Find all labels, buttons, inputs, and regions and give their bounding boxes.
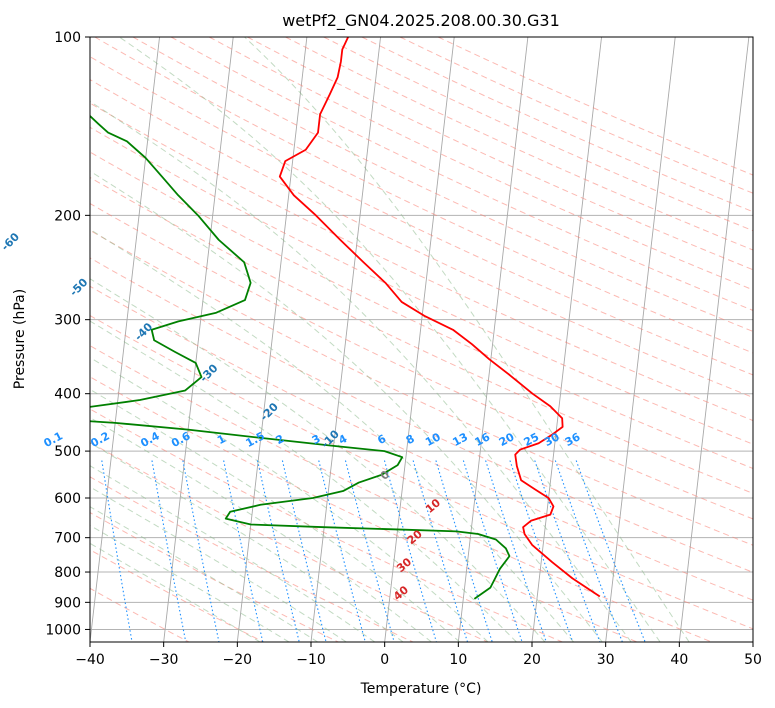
temperature-trace [278,37,601,598]
moist-adiabat-line [90,356,489,642]
x-tick-label: 0 [380,652,389,668]
moist-adiabat-line [90,506,319,642]
dry-adiabat-line [399,37,753,194]
mixing-ratio-label: 16 [473,430,493,449]
y-tick-label: 800 [54,565,81,581]
mixing-ratio-line [101,460,133,642]
moist-adiabat-line [90,100,632,642]
mixing-ratio-label: 20 [497,430,517,449]
y-tick-label: 900 [54,595,81,611]
mixing-ratio-label: 25 [522,430,542,449]
dry-adiabat-line [90,79,753,399]
x-tick-label: −20 [223,652,253,668]
moist-adiabat-line [90,524,290,642]
mixing-ratio-line [383,460,437,642]
plot-frame [89,36,754,643]
x-tick-label: 40 [670,652,688,668]
moist-adiabat-line [90,170,603,642]
moist-adiabat-line [90,486,347,642]
dry-adiabat-line [90,126,753,445]
isotherm-line [90,37,161,642]
dry-adiabat-line [90,408,563,642]
mixing-ratio-line [182,460,220,642]
y-tick-label: 100 [54,30,81,46]
sounding-series [90,37,601,600]
dry-adiabat-line [90,202,753,520]
y-tick-label: 300 [54,313,81,329]
mixing-ratio-label: 36 [563,430,583,449]
moist-adiabat-line [90,465,376,642]
moist-adiabat-line [90,278,546,642]
isotherm-line [236,37,308,642]
y-tick-label: 400 [54,387,81,403]
x-tick-label: 10 [449,652,467,668]
x-tick-label: −40 [75,652,105,668]
isotherm-line [678,37,750,642]
dry-adiabat-line [90,285,753,601]
plot-area [90,37,753,642]
dry-adiabat-line [90,345,712,642]
dewpoint-trace [90,114,511,600]
isotherm-line [163,37,234,642]
dry-adiabat-line [90,512,339,642]
x-tick-label: −10 [296,652,326,668]
dry-adiabat-line [90,176,753,494]
x-axis: −40 −30 −20 −10 0 10 20 30 40 50 [75,642,762,668]
x-axis-label: Temperature (°C) [360,681,482,697]
moist-adiabat-line [90,542,261,642]
x-tick-label: 30 [597,652,615,668]
background-reference-lines [90,37,753,642]
isotherm-line [531,37,603,642]
dry-adiabat-line [90,314,753,630]
mixing-ratio-line [344,460,395,642]
mixing-ratio-label: 13 [450,430,470,449]
dry-adiabat-line [90,102,753,422]
mixing-ratio-line [223,460,264,642]
mixing-ratio-line [256,460,300,642]
x-tick-label: −30 [149,652,179,668]
y-axis-label: Pressure (hPa) [12,289,28,389]
x-tick-label: 20 [523,652,541,668]
dry-adiabat-line [209,37,753,291]
mixing-ratio-line [151,460,187,642]
y-axis: 100 200 300 400 500 600 700 800 900 1000 [45,30,90,638]
dry-adiabat-line [90,56,753,376]
x-tick-label: 50 [744,652,762,668]
mixing-ratio-line [575,460,646,642]
moist-adiabat-line [90,442,404,642]
dry-adiabat-line [90,257,753,573]
isotherm-line [384,37,455,642]
dry-adiabat-line [323,37,753,232]
y-tick-label: 700 [54,531,81,547]
mixing-ratio-line [281,460,327,642]
chart-title: wetPf2_GN04.2025.208.00.30.G31 [282,11,560,31]
moist-adiabat-line [118,37,661,642]
isotherm-line [605,37,676,642]
moist-adiabat-line [244,37,690,642]
mixing-ratio-label: 30 [542,430,562,449]
dry-adiabat-line [94,37,753,354]
mixing-ratio-line [554,460,623,642]
dry-adiabat-line [285,37,753,251]
dry-adiabat-line [132,37,753,332]
mixing-ratio-line [318,460,366,642]
moist-adiabat-line [90,228,574,642]
y-tick-label: 500 [54,444,81,460]
y-tick-label: 200 [54,208,81,224]
y-tick-label: 1000 [45,622,81,638]
dry-adiabat-line [90,229,753,546]
dry-adiabat-line [90,476,414,642]
isotherm-line [457,37,529,642]
mixing-ratio-label: 10 [423,430,443,449]
mixing-ratio-line [534,460,601,642]
y-tick-label: 600 [54,491,81,507]
